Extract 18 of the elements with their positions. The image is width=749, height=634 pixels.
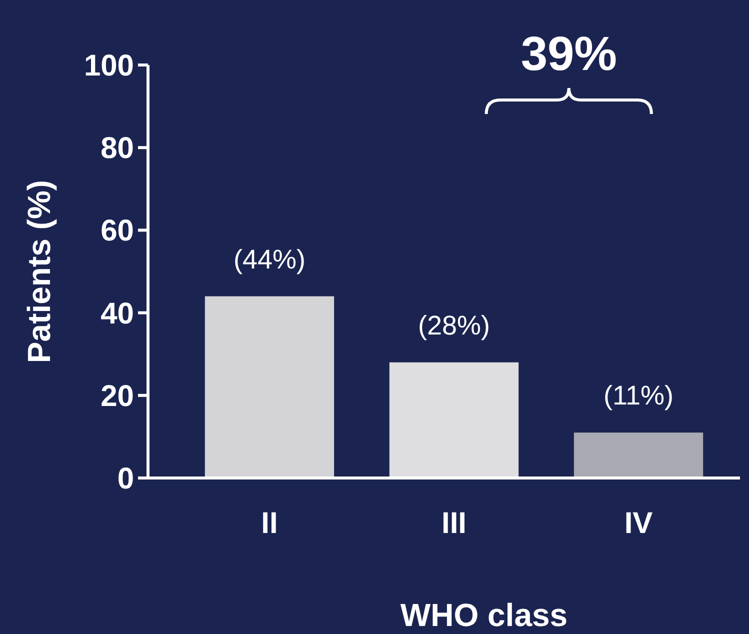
annotation: 39%: [520, 28, 617, 81]
y-tick-label: 100: [84, 50, 134, 82]
y-axis-title: Patients (%): [21, 180, 57, 364]
x-axis-title: WHO class: [400, 597, 568, 633]
bar: [389, 362, 519, 478]
data-label: (28%): [418, 310, 490, 340]
data-label: (11%): [604, 380, 674, 411]
x-tick-label: III: [441, 507, 467, 540]
y-tick-label: 0: [117, 462, 134, 496]
x-tick-label: IV: [624, 507, 653, 540]
bar: [574, 432, 704, 478]
x-tick-label: II: [261, 507, 278, 540]
y-tick-label: 80: [100, 132, 134, 166]
y-tick-label: 40: [100, 297, 134, 330]
bar: [204, 296, 334, 478]
y-tick-label: 60: [100, 214, 134, 248]
y-tick-label: 20: [100, 380, 134, 413]
data-label: (44%): [233, 244, 306, 274]
